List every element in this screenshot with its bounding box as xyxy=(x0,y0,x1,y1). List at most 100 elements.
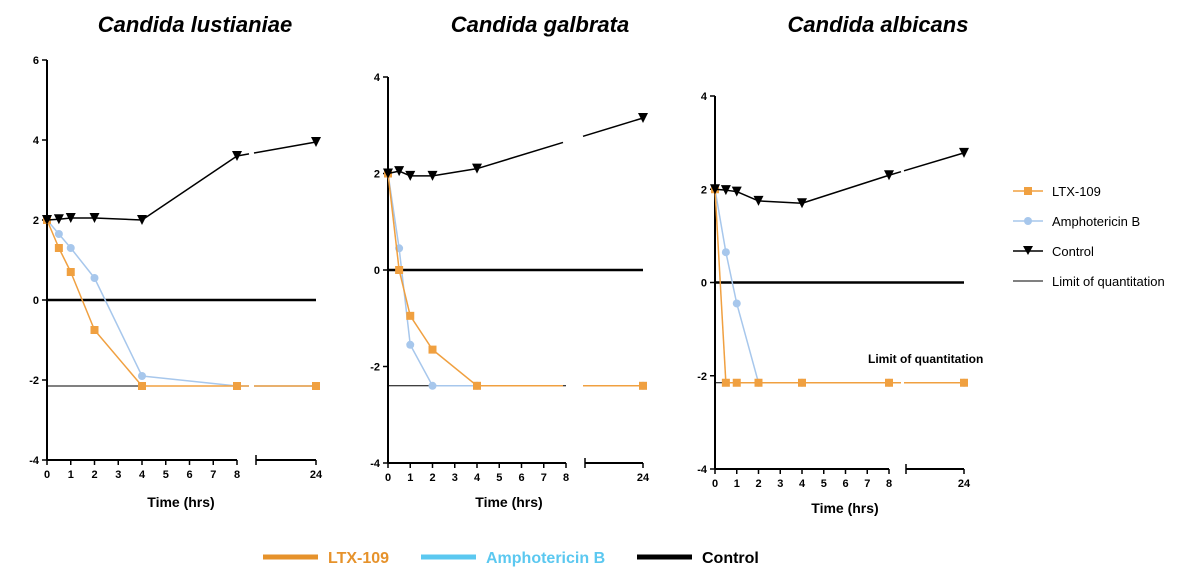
x-tick-label: 24 xyxy=(958,478,971,490)
data-point-ltx xyxy=(66,268,75,276)
y-tick-label: 2 xyxy=(374,169,380,181)
y-tick-label: 2 xyxy=(701,184,707,196)
legend-bottom: LTX-109 Amphotericin B Control xyxy=(263,550,759,567)
data-point-control xyxy=(42,215,52,225)
series-line-segment xyxy=(476,141,564,170)
x-tick-label: 5 xyxy=(496,472,502,484)
data-point-control xyxy=(137,215,147,225)
x-tick-label: 0 xyxy=(385,472,391,484)
x-tick-label: 4 xyxy=(799,478,806,490)
data-point-ltx xyxy=(90,326,99,334)
series-line-segment xyxy=(714,189,727,253)
data-point-ampho xyxy=(732,299,741,308)
x-axis-label: Time (hrs) xyxy=(811,500,878,516)
legend-loq-label: Limit of quantitation xyxy=(1052,274,1165,289)
y-tick-label: 6 xyxy=(33,55,39,67)
series-line-segment xyxy=(398,248,411,345)
x-tick-label: 4 xyxy=(139,469,146,481)
data-point-control xyxy=(731,186,742,197)
y-tick-label: -2 xyxy=(370,362,380,374)
chart-title: Candida galbrata xyxy=(451,12,629,37)
x-axis-label: Time (hrs) xyxy=(147,494,214,510)
y-tick-label: -4 xyxy=(370,458,381,470)
legend-ltx-label: LTX-109 xyxy=(1052,184,1101,199)
x-axis-label: Time (hrs) xyxy=(475,494,542,510)
data-point-ltx xyxy=(721,378,730,387)
y-tick-label: 4 xyxy=(33,135,40,147)
data-point-ampho xyxy=(54,230,63,238)
data-point-control xyxy=(405,170,416,181)
data-point-ampho xyxy=(428,381,437,390)
data-point-ampho xyxy=(138,372,146,380)
series-line-segment xyxy=(93,277,143,377)
series-line-segment xyxy=(432,349,478,387)
data-point-ltx xyxy=(312,382,320,390)
data-point-ampho xyxy=(721,248,730,257)
bottom-legend-ampho-label: Amphotericin B xyxy=(486,550,605,567)
data-point-control xyxy=(383,168,393,179)
data-point-ltx xyxy=(428,345,437,354)
legend-item-ltx: LTX-109 xyxy=(1013,184,1101,199)
series-control xyxy=(710,147,969,209)
y-tick-label: 0 xyxy=(701,278,707,290)
series-line-segment xyxy=(93,329,143,387)
data-point-ampho xyxy=(406,340,415,349)
data-point-control xyxy=(884,170,894,181)
chart-title: Candida albicans xyxy=(788,12,969,37)
legend-item-control: Control xyxy=(1013,244,1094,259)
series-ampho xyxy=(43,216,320,390)
x-tick-label: 2 xyxy=(91,469,97,481)
legend-item-ampho: Amphotericin B xyxy=(1013,214,1140,229)
series-control xyxy=(383,113,648,181)
data-point-control xyxy=(53,214,64,225)
series-ltx xyxy=(43,216,320,390)
data-point-ampho xyxy=(90,274,99,282)
series-control xyxy=(42,137,321,225)
data-point-ltx xyxy=(473,381,481,390)
series-line-segment xyxy=(736,303,760,383)
legend-ampho-label: Amphotericin B xyxy=(1052,214,1140,229)
x-tick-label: 3 xyxy=(452,472,458,484)
x-tick-label: 8 xyxy=(563,472,569,484)
x-tick-label: 7 xyxy=(864,478,870,490)
series-line-segment xyxy=(432,167,478,177)
x-tick-label: 6 xyxy=(842,478,848,490)
y-tick-label: 4 xyxy=(701,91,708,103)
y-tick-label: -2 xyxy=(29,375,39,387)
bottom-legend-control-label: Control xyxy=(702,550,759,567)
data-point-control xyxy=(720,185,731,196)
data-point-ltx xyxy=(138,382,146,390)
y-tick-label: 0 xyxy=(33,295,39,307)
y-tick-label: 2 xyxy=(33,215,39,227)
x-tick-label: 1 xyxy=(407,472,413,484)
x-tick-label: 6 xyxy=(186,469,192,481)
series-line-segment xyxy=(903,152,965,172)
x-tick-label: 5 xyxy=(163,469,169,481)
data-point-ltx xyxy=(798,378,806,387)
data-point-control xyxy=(65,213,76,223)
data-point-ltx xyxy=(406,311,415,320)
series-line-segment xyxy=(736,190,759,202)
series-line-segment xyxy=(141,155,238,221)
series-line-segment xyxy=(714,189,727,383)
data-point-control xyxy=(89,213,100,223)
series-line-segment xyxy=(725,252,738,304)
data-point-ltx xyxy=(395,266,404,274)
series-line-segment xyxy=(70,247,96,279)
data-point-ltx xyxy=(754,378,763,387)
y-tick-label: 4 xyxy=(374,72,381,84)
x-tick-label: 3 xyxy=(777,478,783,490)
legend-control-marker xyxy=(1023,246,1033,255)
x-tick-label: 5 xyxy=(821,478,827,490)
y-tick-label: -2 xyxy=(697,371,707,383)
series-line-segment xyxy=(253,141,317,154)
y-tick-label: 0 xyxy=(374,265,380,277)
data-point-control xyxy=(710,184,720,195)
series-line-segment xyxy=(409,344,434,387)
data-point-ampho xyxy=(66,244,75,252)
x-tick-label: 24 xyxy=(310,469,323,481)
